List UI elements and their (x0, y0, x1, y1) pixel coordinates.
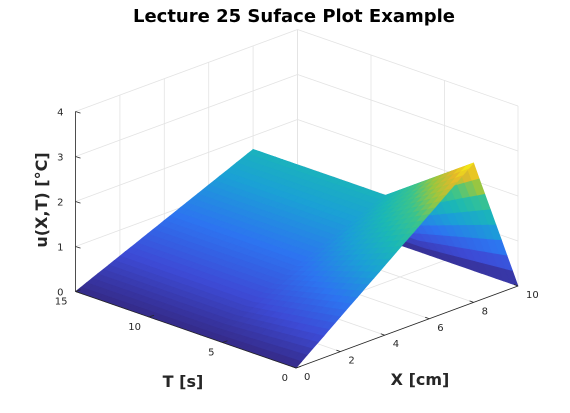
x-tick-mark (336, 349, 341, 352)
z-tick-mark (75, 156, 81, 159)
y-tick-label: 0 (282, 373, 288, 384)
y-tick-label: 15 (55, 297, 68, 308)
back-wall-grid-line (75, 119, 298, 202)
z-tick-mark (75, 201, 81, 204)
z-tick-label: 3 (57, 153, 63, 164)
x-tick-mark (469, 300, 474, 303)
y-tick-mark (295, 365, 302, 369)
surface (74, 148, 519, 369)
z-tick-mark (75, 246, 81, 249)
y-tick-mark (222, 340, 228, 343)
x-tick-label: 8 (482, 306, 488, 317)
side-wall-grid-line (297, 74, 519, 152)
y-axis-line (75, 291, 297, 369)
x-tick-mark (291, 366, 297, 369)
x-tick-label: 10 (526, 290, 539, 301)
x-tick-mark (513, 284, 519, 287)
z-tick-label: 0 (57, 288, 63, 299)
z-tick-label: 4 (57, 108, 63, 119)
y-tick-mark (148, 314, 155, 318)
side-wall-grid-line (297, 29, 519, 107)
x-tick-label: 0 (304, 372, 310, 383)
x-tick-label: 4 (393, 339, 399, 350)
y-tick-label: 10 (128, 322, 141, 333)
y-tick-label: 5 (208, 348, 214, 359)
z-axis-label: u(X,T) [°C] (32, 152, 51, 247)
x-tick-mark (425, 316, 430, 320)
chart-title: Lecture 25 Suface Plot Example (133, 6, 455, 27)
z-tick-label: 1 (57, 243, 63, 254)
z-tick-mark (75, 111, 81, 114)
x-tick-mark (380, 333, 385, 336)
back-wall-grid-line (75, 74, 298, 157)
x-tick-label: 6 (437, 323, 443, 334)
y-tick-mark (75, 289, 81, 292)
y-axis-label: T [s] (163, 372, 204, 391)
x-axis-label: X [cm] (391, 370, 450, 389)
side-wall-grid-line (297, 119, 519, 197)
x-tick-label: 2 (348, 356, 354, 367)
z-tick-mark (75, 291, 81, 294)
x-axis-line (295, 285, 519, 369)
z-tick-label: 2 (57, 198, 63, 209)
back-wall-grid-line (75, 29, 298, 112)
